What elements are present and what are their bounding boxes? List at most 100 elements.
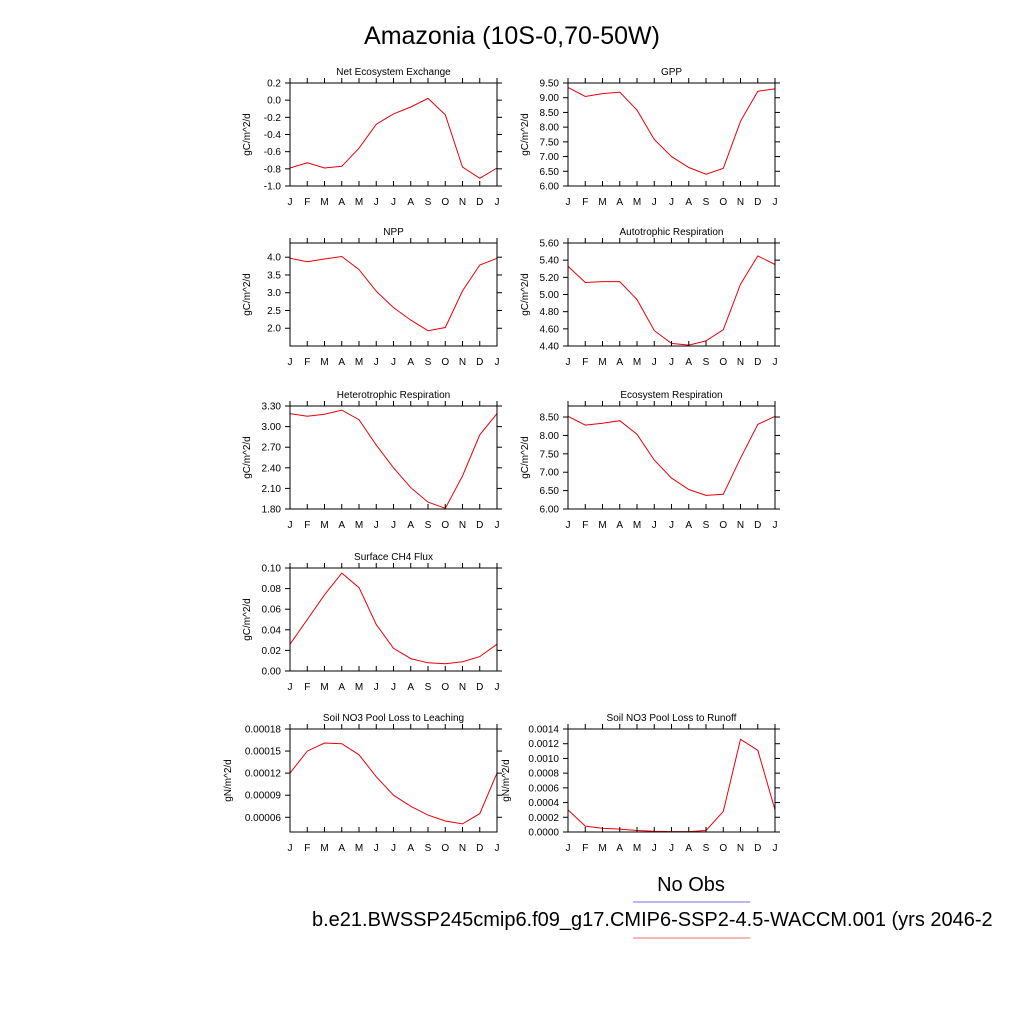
plot-frame [289,82,498,187]
x-tick-label: J [669,357,674,368]
series-line [289,255,498,332]
x-tick-label: J [374,357,379,368]
x-tick-label: A [338,520,345,531]
x-tick-label: N [737,843,744,854]
x-tick-label: M [320,843,328,854]
x-tick-label: M [598,843,606,854]
panel-title: GPP [661,67,682,78]
y-tick-label: 2.10 [262,484,282,495]
x-tick-label: A [338,357,345,368]
y-tick-label: 3.30 [262,402,282,413]
x-tick-label: A [616,357,623,368]
y-tick-label: 5.40 [540,256,560,267]
x-tick-label: S [425,843,432,854]
panel-title: Heterotrophic Respiration [337,390,450,401]
x-tick-label: F [304,520,310,531]
y-tick-label: -0.8 [264,164,282,175]
x-tick-label: O [719,520,727,531]
y-tick-label: 6.50 [540,486,560,497]
x-tick-label: O [719,197,727,208]
x-tick-label: A [685,520,692,531]
x-tick-label: F [582,357,588,368]
x-tick-label: J [652,197,657,208]
x-tick-label: F [582,197,588,208]
x-tick-label: M [633,843,641,854]
x-tick-label: J [495,520,500,531]
y-tick-label: 4.80 [540,307,560,318]
x-tick-label: J [374,682,379,693]
y-axis-label: gC/m^2/d [242,436,253,479]
x-tick-label: J [391,357,396,368]
plot-frame [567,242,776,347]
x-tick-label: J [288,843,293,854]
legend-obs-label: No Obs [657,874,725,896]
y-tick-label: 8.00 [540,123,560,134]
figure-title: Amazonia (10S-0,70-50W) [364,22,660,50]
y-tick-label: 9.00 [540,93,560,104]
y-tick-label: 0.0008 [528,769,559,780]
x-tick-label: A [338,197,345,208]
panel-title: Soil NO3 Pool Loss to Leaching [323,713,464,724]
y-tick-label: 0.00009 [245,791,282,802]
x-tick-label: F [304,682,310,693]
x-tick-label: A [685,843,692,854]
plot-frame [289,567,498,672]
x-tick-label: J [652,843,657,854]
y-tick-label: 0.0002 [528,813,559,824]
x-tick-label: A [616,843,623,854]
panel-title: Autotrophic Respiration [620,227,724,238]
y-tick-label: 0.00 [262,667,282,678]
x-tick-label: J [566,520,571,531]
y-tick-label: 4.40 [540,342,560,353]
series-line [567,415,776,496]
x-tick-label: J [374,520,379,531]
y-tick-label: 0.02 [262,646,282,657]
y-tick-label: 2.40 [262,463,282,474]
x-tick-label: N [737,357,744,368]
y-tick-label: 7.50 [540,449,560,460]
x-tick-label: F [304,197,310,208]
y-tick-label: 7.50 [540,137,560,148]
x-tick-label: F [582,520,588,531]
x-tick-label: M [633,520,641,531]
series-line [289,742,498,825]
y-tick-label: 0.00015 [245,747,282,758]
y-tick-label: 3.00 [262,422,282,433]
x-tick-label: M [598,520,606,531]
x-tick-label: A [616,520,623,531]
panel-title: Surface CH4 Flux [354,552,433,563]
x-tick-label: J [495,197,500,208]
y-axis-label: gC/m^2/d [520,436,531,479]
y-tick-label: -0.2 [264,113,282,124]
x-tick-label: J [773,520,778,531]
y-tick-label: 8.00 [540,431,560,442]
series-line [567,738,776,833]
y-tick-label: 6.00 [540,505,560,516]
y-tick-label: 0.0012 [528,739,559,750]
y-tick-label: 6.50 [540,167,560,178]
x-tick-label: J [669,197,674,208]
x-tick-label: O [719,357,727,368]
y-tick-label: 2.70 [262,443,282,454]
y-tick-label: 9.50 [540,79,560,90]
x-tick-label: F [304,843,310,854]
y-tick-label: 0.0004 [528,798,559,809]
x-tick-label: M [598,197,606,208]
y-tick-label: 8.50 [540,108,560,119]
y-tick-label: 4.60 [540,324,560,335]
x-tick-label: J [566,843,571,854]
plot-frame [567,405,776,510]
y-tick-label: 0.0000 [528,828,559,839]
x-tick-label: J [288,197,293,208]
x-tick-label: M [355,357,363,368]
plot-frame [567,728,776,833]
x-tick-label: A [407,520,414,531]
x-tick-label: M [355,197,363,208]
x-tick-label: A [685,197,692,208]
